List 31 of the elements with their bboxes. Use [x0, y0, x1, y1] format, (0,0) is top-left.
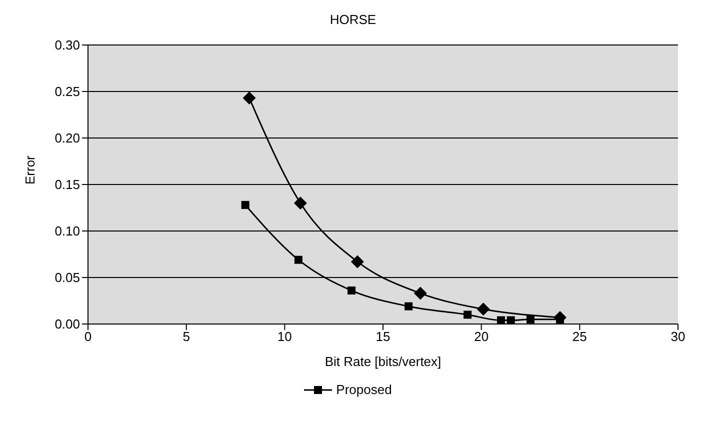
y-axis-title: Error [22, 154, 38, 184]
x-tick-label: 10 [277, 329, 292, 344]
point [404, 302, 413, 310]
x-tick-label: 0 [84, 329, 92, 344]
chart-title: HORSE [328, 12, 378, 27]
y-tick-label: 0.05 [54, 270, 80, 286]
point [348, 286, 356, 295]
point [497, 316, 505, 324]
x-tick-label: 25 [572, 329, 587, 344]
point [476, 302, 490, 316]
legend-label: Proposed [335, 382, 392, 397]
y-tick-label: 0.15 [54, 177, 80, 192]
point [241, 200, 250, 209]
point [294, 256, 302, 264]
y-tick-label: 0.10 [54, 224, 80, 239]
point [526, 315, 534, 324]
x-tick-label: 5 [182, 329, 190, 344]
point [506, 316, 515, 324]
point [350, 255, 364, 268]
y-tick-label: 0.30 [54, 38, 80, 53]
point [414, 286, 427, 300]
x-tick-label: 15 [376, 329, 390, 344]
point [242, 92, 256, 105]
y-tick-label: 0.00 [54, 316, 80, 332]
x-axis-title: Bit Rate [bits/vertex] [324, 354, 442, 369]
point [464, 310, 472, 319]
x-tick-label: 20 [474, 329, 489, 344]
x-tick-label: 30 [670, 329, 686, 344]
y-tick-label: 0.20 [54, 130, 80, 146]
y-tick-label: 0.25 [54, 84, 80, 100]
point [294, 196, 307, 210]
